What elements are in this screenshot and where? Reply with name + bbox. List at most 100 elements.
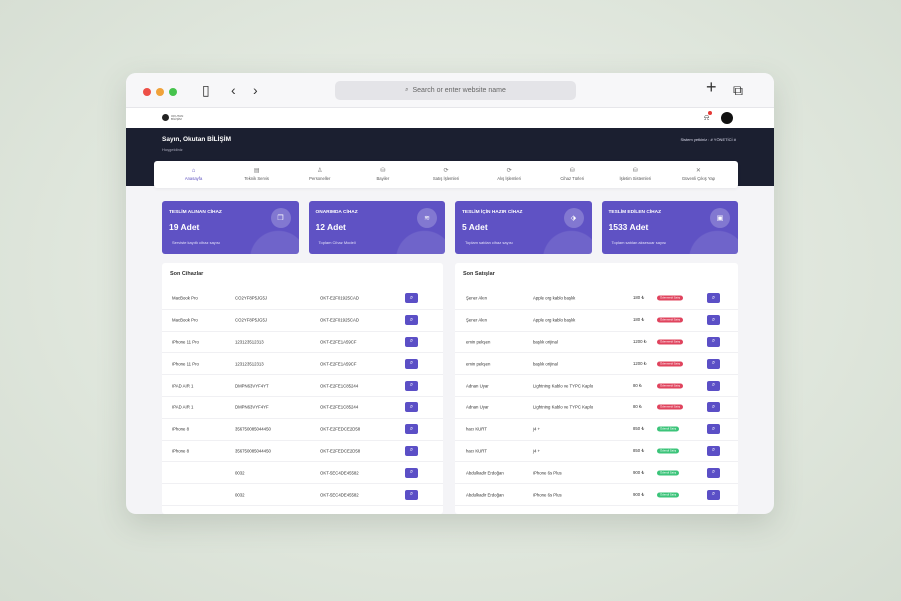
status-badge: Ödenmedi Satış [657, 339, 684, 345]
stat-card-title: ONARIMDA CİHAZ [315, 210, 358, 215]
status-badge: Ödenmedi Satış [657, 404, 684, 410]
nav-item-label: Cihaz Türleri [560, 176, 585, 181]
device-serial: 356750085044450 [235, 426, 271, 432]
nav-item[interactable]: ⛁ Bayiler [353, 161, 413, 188]
nav-item[interactable]: ⟳ Satış İşlemleri [416, 161, 476, 188]
search-button[interactable]: ⌕ [405, 402, 418, 413]
stat-card-description: Serviste kayıtlı cihaz sayısı [172, 240, 221, 245]
table-row: IPAD AIR 1 DMPN63VYF4YT OKT-E2FE1C85244 ⌕ [162, 375, 443, 397]
notification-bell-icon[interactable]: ⍾ [704, 111, 713, 123]
nav-item-label: Teknik Servis [244, 176, 269, 181]
nav-item[interactable]: ✕ Güvenli Çıkış Yap [668, 161, 728, 188]
nav-item[interactable]: ▤ Teknik Servis [227, 161, 287, 188]
tabs-overview-icon[interactable]: ⧉ [733, 82, 743, 98]
search-button[interactable]: ⌕ [405, 293, 418, 304]
sale-customer: hacı KURT [466, 426, 487, 432]
device-serial: 0032 [235, 492, 245, 498]
recent-devices-list: MacBook Pro CO2YF8P5JG5J OKT-E2F01925CAD ⌕ M… [162, 288, 443, 506]
table-row: Adnan Uyar Lightning Kablo ve TYPC Kaplo 8… [455, 397, 738, 419]
greeting-title: Sayın, Okutan BİLİŞİM [162, 136, 231, 143]
table-row: emin pekşen başlık orijinal 1200 ₺ Ödenmedi… [455, 332, 738, 354]
stat-card-value: 5 Adet [462, 222, 488, 232]
search-icon: ⌕ [405, 87, 409, 93]
device-serial: CO2YF8P5JG5J [235, 317, 268, 323]
sale-product: başlık orijinal [533, 339, 558, 345]
stat-card: ONARIMDA CİHAZ 12 Adet Toplam Cihaz Modeli… [308, 201, 445, 254]
stat-card-value: 19 Adet [169, 222, 200, 232]
logo-mark-icon [162, 114, 169, 121]
close-window-button[interactable] [143, 88, 151, 96]
avatar[interactable] [721, 112, 733, 124]
nav-item-label: İşletim Sistemleri [619, 176, 652, 181]
search-button[interactable]: ⌕ [405, 358, 418, 369]
sale-customer: Adnan Uyar [466, 404, 489, 410]
table-row: iPhone 8 356750085044450 OKT-E2FEDCE2D58 ⌕ [162, 419, 443, 441]
device-serial: CO2YF8P5JG5J [235, 295, 268, 301]
search-button[interactable]: ⌕ [405, 380, 418, 391]
maximize-window-button[interactable] [169, 88, 177, 96]
app-logo[interactable]: OKUTAN BİLİŞİM [162, 114, 187, 121]
forward-icon[interactable]: › [253, 82, 258, 98]
search-button[interactable]: ⌕ [707, 358, 720, 369]
device-serial: 356750085044450 [235, 448, 271, 454]
device-model: IPAD AIR 1 [172, 383, 194, 389]
search-button[interactable]: ⌕ [405, 336, 418, 347]
table-row: 0032 OKT-5EC4DE45582 ⌕ [162, 484, 443, 506]
search-button[interactable]: ⌕ [707, 445, 720, 456]
minimize-window-button[interactable] [156, 88, 164, 96]
sale-product: Lightning Kablo ve TYPC Kaplo [533, 383, 594, 389]
search-button[interactable]: ⌕ [707, 293, 720, 304]
search-button[interactable]: ⌕ [405, 467, 418, 478]
search-button[interactable]: ⌕ [707, 424, 720, 435]
stat-card-title: TESLİM EDİLEN CİHAZ [608, 210, 662, 215]
sidebar-toggle-icon[interactable]: ▯ [202, 82, 210, 98]
sale-customer: hacı KURT [466, 448, 487, 454]
table-row: Abdulkadir Erdoğan iPhone 6s Plus 900 ₺ Öde… [455, 484, 738, 506]
status-badge: Ödendi Satış [657, 492, 680, 498]
search-button[interactable]: ⌕ [405, 424, 418, 435]
device-code: OKT-E2FE1C85244 [320, 383, 359, 389]
new-tab-button[interactable]: + [706, 77, 717, 97]
search-button[interactable]: ⌕ [405, 489, 418, 500]
nav-item-icon: ✕ [695, 168, 701, 174]
device-model: MacBook Pro [172, 295, 198, 301]
stat-card-value: 12 Adet [315, 222, 346, 232]
device-model: iPhone 11 Pro [172, 339, 199, 345]
search-button[interactable]: ⌕ [405, 445, 418, 456]
search-button[interactable]: ⌕ [707, 380, 720, 391]
sale-product: iPhone 6s Plus [533, 470, 562, 476]
nav-item[interactable]: ♙ Personeller [290, 161, 350, 188]
search-button[interactable]: ⌕ [405, 315, 418, 326]
device-serial: DMPN63VYF4YT [235, 383, 269, 389]
address-bar[interactable]: ⌕ Search or enter website name [335, 81, 576, 100]
notification-dot [708, 111, 713, 115]
search-button[interactable]: ⌕ [707, 402, 720, 413]
sale-product: Apple org kablo başlık [533, 317, 576, 323]
search-button[interactable]: ⌕ [707, 315, 720, 326]
sale-customer: Abdulkadir Erdoğan [466, 492, 504, 498]
recent-sales-title: Son Satışlar [463, 271, 495, 277]
sale-product: Lightning Kablo ve TYPC Kaplo [533, 404, 594, 410]
sale-price: 80 ₺ [633, 382, 642, 388]
stat-card-description: Toplam Cihaz Modeli [318, 240, 356, 245]
device-code: OKT-E2FE1A59CF [320, 339, 357, 345]
nav-item[interactable]: ⌂ Anasayfa [164, 161, 224, 188]
nav-item[interactable]: ⟳ Alış İşlemleri [479, 161, 539, 188]
status-badge: Ödenmedi Satış [657, 361, 684, 367]
stat-card: TESLİM İÇİN HAZIR CİHAZ 5 Adet Toplam satı… [455, 201, 592, 254]
status-badge: Ödenmedi Satış [657, 383, 684, 389]
nav-item[interactable]: ⛁ Cihaz Türleri [542, 161, 602, 188]
back-icon[interactable]: ‹ [231, 82, 236, 98]
search-button[interactable]: ⌕ [707, 336, 720, 347]
nav-item[interactable]: ⛁ İşletim Sistemleri [605, 161, 665, 188]
table-row: emin pekşen başlık orijinal 1200 ₺ Ödenmedi… [455, 353, 738, 376]
table-row: MacBook Pro CO2YF8P5JG5J OKT-E2F01925CAD ⌕ [162, 310, 443, 332]
table-row: IPAD AIR 1 DMPN63VYF4YF OKT-E2FE1C85244 ⌕ [162, 397, 443, 419]
nav-item-label: Satış İşlemleri [432, 176, 460, 181]
sale-customer: Şener Akın [466, 295, 488, 301]
search-button[interactable]: ⌕ [707, 489, 720, 500]
search-button[interactable]: ⌕ [707, 467, 720, 478]
stat-card-icon: ≋ [417, 208, 437, 228]
sale-price: 850 ₺ [633, 447, 645, 453]
welcome-subtitle: Hoşgeldiniz [162, 147, 183, 152]
